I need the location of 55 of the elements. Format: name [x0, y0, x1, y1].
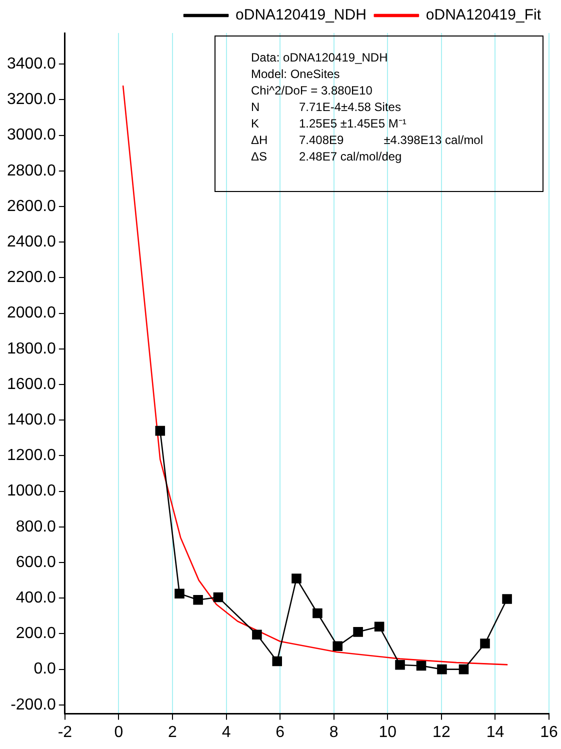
x-tick-label: 8 [329, 724, 338, 741]
point [252, 630, 262, 640]
legend-label: oDNA120419_NDH [236, 6, 366, 24]
point [416, 660, 426, 671]
x-tick-label: 0 [114, 724, 124, 741]
y-tick-label: 200.0 [16, 625, 56, 642]
x-tick-label: 6 [276, 724, 285, 741]
y-tick-label: 800.0 [16, 518, 56, 536]
text: K 1.25E5 ±1.45E5 M⁻¹ [251, 116, 406, 130]
point [480, 638, 490, 648]
y-tick-label: 3200.0 [7, 91, 56, 108]
y-tick-label: -200.0 [10, 696, 56, 714]
text: ΔS 2.48E7 cal/mol/deg [251, 149, 402, 164]
y-tick-label: 400.0 [16, 590, 56, 607]
text: ΔH 7.408E9 ±4.398E13 cal/mol [251, 132, 484, 147]
y-tick-label: 2400.0 [7, 234, 56, 251]
y-tick-label: 2000.0 [7, 304, 56, 322]
point [353, 627, 363, 637]
annotation: Model: OneSites [251, 66, 340, 81]
y-tick-label: 2200.0 [7, 269, 56, 286]
x-tick-label: 16 [540, 724, 558, 741]
y-tick-label: 1200.0 [7, 447, 56, 464]
x-tick-label: 14 [486, 724, 504, 741]
legend-label: oDNA120419_Fit [426, 6, 542, 24]
y-tick-label: 1800.0 [7, 340, 56, 358]
y-tick-label: 2800.0 [7, 162, 56, 180]
point [155, 426, 166, 436]
point [174, 588, 184, 599]
text: N 7.71E-4±4.58 Sites [251, 100, 401, 114]
y-tick-label: 1000.0 [7, 482, 56, 500]
y-tick-label: 3400.0 [7, 56, 56, 73]
x-tick-label: 12 [432, 724, 450, 741]
y-tick-label: 1600.0 [7, 376, 56, 393]
x-tick-label: 4 [222, 724, 231, 741]
point [213, 592, 224, 602]
point [332, 641, 343, 652]
point [312, 608, 322, 618]
annotation: Data: oDNA120419_NDH [251, 50, 388, 64]
point [272, 656, 282, 666]
y-tick-label: 0.0 [34, 660, 56, 678]
x-tick-label: 2 [168, 724, 178, 741]
y-tick-label: 1400.0 [7, 412, 56, 429]
y-tick-label: 3000.0 [7, 126, 56, 144]
point [292, 574, 302, 584]
x-tick-label: -2 [58, 724, 72, 741]
x-tick-label: 10 [378, 724, 397, 741]
point [374, 622, 384, 632]
y-tick-label: 600.0 [16, 554, 56, 571]
point [437, 664, 447, 674]
y-tick-label: 2600.0 [7, 198, 56, 215]
annotation: Chi^2/DoF = 3.880E10 [251, 83, 373, 98]
point [193, 594, 203, 605]
point [502, 594, 512, 604]
point [395, 660, 405, 670]
point [458, 664, 469, 674]
